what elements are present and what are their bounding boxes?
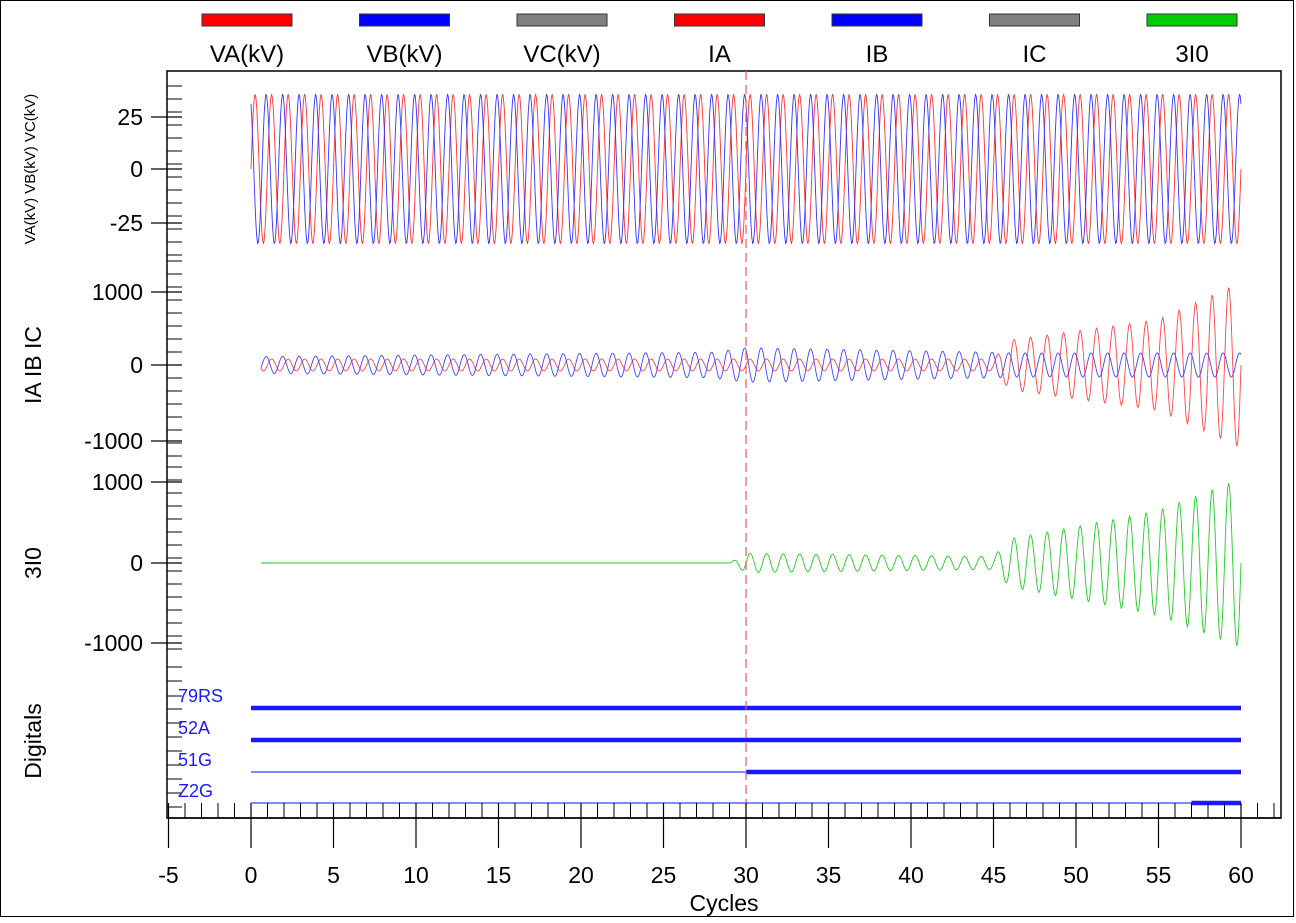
x-tick-label: -5 (158, 862, 178, 888)
y-tick-label: 0 (130, 550, 143, 576)
x-tick-label: 20 (568, 862, 594, 888)
y-axis-label: VA(kV) VB(kV) VC(kV) (22, 94, 39, 245)
legend-swatch (989, 13, 1080, 27)
legend-swatch (1146, 13, 1238, 27)
y-tick-label: 1000 (92, 279, 143, 305)
y-tick-label: 1000 (92, 469, 143, 495)
x-axis-label: Cycles (689, 890, 758, 916)
digital-label: 79RS (178, 686, 223, 706)
x-tick-label: 45 (981, 862, 1007, 888)
y-tick-label: 0 (130, 156, 143, 182)
x-tick-label: 10 (403, 862, 429, 888)
y-axis-label: 3I0 (20, 547, 46, 579)
legend-swatch (674, 13, 765, 27)
x-tick-label: 35 (816, 862, 842, 888)
digital-label: Z2G (178, 781, 213, 801)
y-tick-label: -25 (110, 210, 143, 236)
legend-swatch (201, 13, 293, 27)
x-tick-label: 0 (245, 862, 258, 888)
digital-label: 51G (178, 750, 212, 770)
legend-label: IB (866, 41, 889, 68)
legend-swatch (516, 13, 608, 27)
legend-label: VC(kV) (523, 41, 600, 68)
x-tick-label: 5 (327, 862, 340, 888)
legend-label: VA(kV) (210, 41, 284, 68)
legend: VA(kV) VB(kV) VC(kV) IA IB IC 3I0 (201, 13, 1238, 68)
y-tick-label: -1000 (84, 428, 143, 454)
legend-label: VB(kV) (366, 41, 442, 68)
y-axis-label: IA IB IC (20, 326, 46, 404)
x-tick-label: 40 (898, 862, 924, 888)
x-tick-label: 25 (651, 862, 677, 888)
digitals-panel: Digitals 79RS 52A 51G Z2G (20, 666, 1241, 808)
legend-swatch (359, 13, 450, 27)
x-tick-label: 60 (1228, 862, 1254, 888)
trace-ia (260, 287, 1242, 447)
y-tick-label: -1000 (84, 630, 143, 656)
trace-3i0 (260, 483, 1242, 647)
x-axis: -5 0 5 10 15 20 25 30 35 40 45 50 55 60 (158, 803, 1281, 888)
legend-label: IC (1023, 41, 1047, 68)
y-tick-label: 0 (130, 352, 143, 378)
digital-label: 52A (178, 718, 210, 738)
x-tick-label: 55 (1146, 862, 1172, 888)
legend-label: 3I0 (1175, 41, 1208, 68)
x-tick-label: 30 (733, 862, 759, 888)
x-tick-label: 15 (486, 862, 512, 888)
y-axes: 25 0 -25 VA(kV) VB(kV) VC(kV) 1000 0 -1000 IA I… (20, 85, 182, 656)
y-tick-label: 25 (117, 104, 143, 130)
legend-label: IA (708, 41, 731, 68)
trace-ib (260, 347, 1242, 383)
digitals-axis-label: Digitals (20, 703, 46, 778)
legend-swatch (831, 13, 923, 27)
x-tick-label: 50 (1063, 862, 1089, 888)
